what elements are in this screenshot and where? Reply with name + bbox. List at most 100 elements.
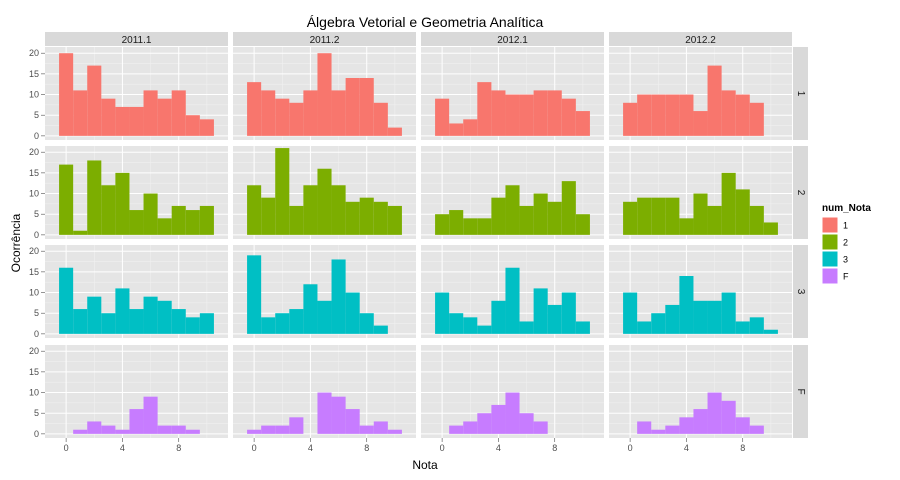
histogram-bar bbox=[247, 255, 262, 334]
histogram-bar bbox=[735, 94, 750, 136]
histogram-bar bbox=[637, 321, 652, 334]
histogram-bar bbox=[143, 296, 158, 334]
histogram-bar bbox=[373, 421, 388, 434]
histogram-bar bbox=[171, 425, 186, 434]
histogram-bar bbox=[289, 417, 304, 434]
histogram-bar bbox=[519, 413, 534, 434]
y-tick-label: 5 bbox=[34, 110, 39, 120]
y-tick-label: 15 bbox=[29, 267, 39, 277]
y-tick-label: 5 bbox=[34, 209, 39, 219]
histogram-bar bbox=[317, 392, 332, 434]
histogram-bar bbox=[359, 425, 374, 434]
histogram-bar bbox=[707, 65, 722, 136]
histogram-bar bbox=[449, 210, 464, 235]
histogram-bar bbox=[59, 267, 74, 334]
y-tick-label: 10 bbox=[29, 90, 39, 100]
histogram-bar bbox=[317, 53, 332, 136]
histogram-bar bbox=[651, 94, 666, 136]
histogram-bar bbox=[721, 172, 736, 235]
y-tick-label: 20 bbox=[29, 48, 39, 58]
histogram-bar bbox=[623, 201, 638, 235]
histogram-bar bbox=[247, 429, 262, 434]
histogram-bar bbox=[275, 313, 290, 334]
facet-strip-2012.1 bbox=[421, 32, 604, 46]
histogram-bar bbox=[693, 300, 708, 334]
histogram-bar bbox=[665, 304, 680, 334]
y-tick-label: 15 bbox=[29, 69, 39, 79]
y-tick-label: 5 bbox=[34, 408, 39, 418]
histogram-bar bbox=[247, 82, 262, 136]
histogram-bar bbox=[387, 205, 402, 235]
panel-grid: 2011.1 2011.2 2012.1 2012.2 1 2 3 F 0 5 10 15 20 0 5 10… bbox=[29, 32, 808, 453]
histogram-bar bbox=[345, 78, 360, 136]
histogram-bar bbox=[261, 197, 276, 235]
histogram-bar bbox=[561, 181, 576, 235]
facet-strip-label: 2011.1 bbox=[122, 35, 152, 46]
histogram-bar bbox=[623, 102, 638, 136]
histogram-bar bbox=[317, 168, 332, 235]
histogram-bar bbox=[115, 172, 130, 235]
histogram-bar bbox=[289, 309, 304, 334]
y-tick-label: 10 bbox=[29, 189, 39, 199]
histogram-bar bbox=[505, 185, 520, 235]
histogram-bar bbox=[345, 292, 360, 334]
histogram-bar bbox=[345, 409, 360, 434]
histogram-bar bbox=[749, 102, 764, 136]
histogram-bar bbox=[373, 201, 388, 235]
histogram-bar bbox=[735, 417, 750, 434]
histogram-bar bbox=[129, 210, 144, 235]
histogram-bar bbox=[505, 267, 520, 334]
histogram-bar bbox=[575, 321, 590, 334]
histogram-bar bbox=[73, 230, 88, 235]
histogram-bar bbox=[491, 197, 506, 235]
histogram-bar bbox=[637, 197, 652, 235]
facet-strip-2011.1 bbox=[45, 32, 228, 46]
histogram-bar bbox=[373, 102, 388, 136]
x-tick-label: 4 bbox=[684, 443, 689, 453]
x-tick-label: 0 bbox=[628, 443, 633, 453]
histogram-bar bbox=[665, 94, 680, 136]
y-tick-label: 0 bbox=[34, 429, 39, 439]
histogram-bar bbox=[679, 94, 694, 136]
histogram-bar bbox=[561, 292, 576, 334]
histogram-bar bbox=[73, 309, 88, 334]
facet-strip-label: 2011.2 bbox=[310, 35, 340, 46]
histogram-bar bbox=[707, 205, 722, 235]
histogram-bar bbox=[171, 90, 186, 136]
histogram-bar bbox=[477, 82, 492, 136]
histogram-bar bbox=[463, 218, 478, 235]
facet-strip-2012.2 bbox=[609, 32, 792, 46]
histogram-bar bbox=[157, 300, 172, 334]
histogram-bar bbox=[87, 421, 102, 434]
histogram-bar bbox=[115, 288, 130, 334]
histogram-bar bbox=[157, 425, 172, 434]
y-tick-label: 20 bbox=[29, 346, 39, 356]
histogram-bar bbox=[435, 98, 450, 136]
histogram-bar bbox=[491, 404, 506, 434]
legend-label: 3 bbox=[843, 255, 848, 265]
histogram-bar bbox=[185, 317, 200, 334]
histogram-bar bbox=[693, 111, 708, 136]
histogram-bar bbox=[261, 90, 276, 136]
histogram-bar bbox=[331, 90, 346, 136]
facet-strip-row-label: 1 bbox=[795, 91, 806, 97]
histogram-bar bbox=[693, 409, 708, 434]
y-tick-label: 20 bbox=[29, 147, 39, 157]
histogram-bar bbox=[101, 98, 116, 136]
histogram-bar bbox=[637, 94, 652, 136]
x-tick-label: 8 bbox=[552, 443, 557, 453]
legend-label: 1 bbox=[843, 221, 848, 231]
histogram-bar bbox=[101, 313, 116, 334]
x-tick-label: 8 bbox=[176, 443, 181, 453]
legend-swatch bbox=[822, 268, 838, 284]
histogram-bar bbox=[679, 218, 694, 235]
histogram-bar bbox=[171, 205, 186, 235]
histogram-bar bbox=[143, 396, 158, 434]
legend-label: F bbox=[843, 272, 849, 282]
x-tick-label: 0 bbox=[252, 443, 257, 453]
histogram-bar bbox=[157, 218, 172, 235]
histogram-bar bbox=[289, 102, 304, 136]
histogram-bar bbox=[735, 321, 750, 334]
histogram-bar bbox=[463, 317, 478, 334]
histogram-bar bbox=[59, 53, 74, 136]
